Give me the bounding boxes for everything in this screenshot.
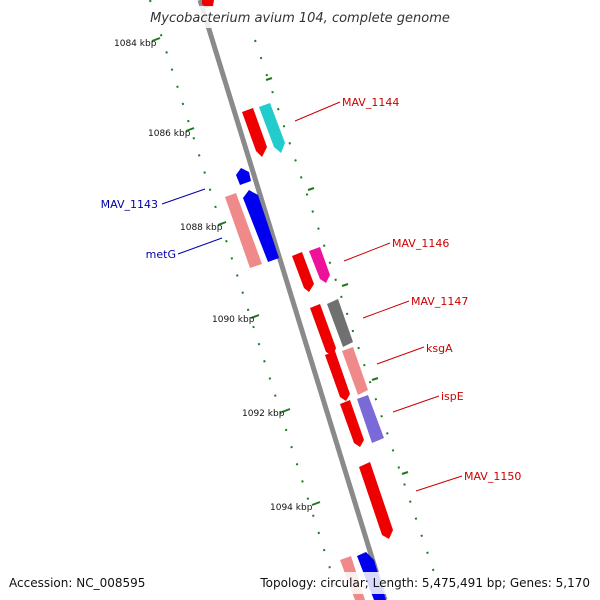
label-leader [362, 300, 410, 319]
gene-arrow [327, 299, 353, 347]
gene-label-metg: metG [146, 248, 176, 261]
accession-text: Accession: NC_008595 [9, 576, 145, 590]
gene-arrow [259, 103, 285, 153]
footer-backdrop [256, 572, 596, 594]
tick-mark [371, 377, 379, 381]
gene-arrow [292, 252, 314, 292]
gene-label-ispe: ispE [441, 390, 464, 403]
tick-label: 1086 kbp [148, 129, 191, 139]
gene-label-mav-1150: MAV_1150 [464, 470, 521, 483]
gene-arrow [236, 168, 251, 185]
tick-mark [185, 127, 195, 132]
gene-label-mav-1147: MAV_1147 [411, 295, 468, 308]
label-leader [376, 346, 425, 365]
tick-mark [341, 283, 349, 287]
tick-mark [281, 408, 291, 413]
tick-mark [401, 471, 409, 475]
tick-mark [217, 221, 227, 226]
gene-label-mav-1143: MAV_1143 [101, 198, 158, 211]
label-leader [415, 475, 463, 492]
gene-arrow [309, 247, 330, 283]
page-title: Mycobacterium avium 104, complete genome [150, 11, 450, 26]
tick-label: 1088 kbp [180, 223, 223, 233]
label-leader [294, 101, 341, 122]
tick-mark [311, 501, 321, 506]
topology-text: Topology: circular; Length: 5,475,491 bp… [259, 576, 590, 590]
gene-arrow [325, 351, 350, 401]
label-leader [392, 395, 440, 413]
tick-mark [265, 77, 273, 81]
genome-backbone [197, 0, 388, 600]
gene-arrow [243, 190, 279, 262]
gene-arrow [225, 193, 262, 268]
title-backdrop [136, 6, 464, 28]
tick-label: 1092 kbp [242, 409, 285, 419]
tick-label: 1090 kbp [212, 315, 255, 325]
tick-marks [151, 37, 409, 506]
tick-mark [307, 187, 315, 191]
gene-arrow [342, 347, 368, 395]
gene-arrow [310, 304, 336, 356]
tick-label: 1084 kbp [114, 39, 157, 49]
gene-arrow [357, 395, 384, 443]
tick-label: 1094 kbp [270, 503, 313, 513]
gene-label-mav-1144: MAV_1144 [342, 96, 399, 109]
label-leader [161, 188, 206, 205]
gene-arrow [340, 400, 364, 447]
footer-backdrop [4, 572, 118, 594]
tick-mark [250, 314, 260, 319]
gene-label-ksga: ksgA [426, 342, 453, 355]
label-leader [177, 237, 223, 255]
gene-arrow [359, 462, 393, 539]
label-leader [343, 242, 391, 262]
gene-label-mav-1146: MAV_1146 [392, 237, 449, 250]
gene-arrow [242, 108, 267, 157]
tick-mark [151, 37, 161, 42]
